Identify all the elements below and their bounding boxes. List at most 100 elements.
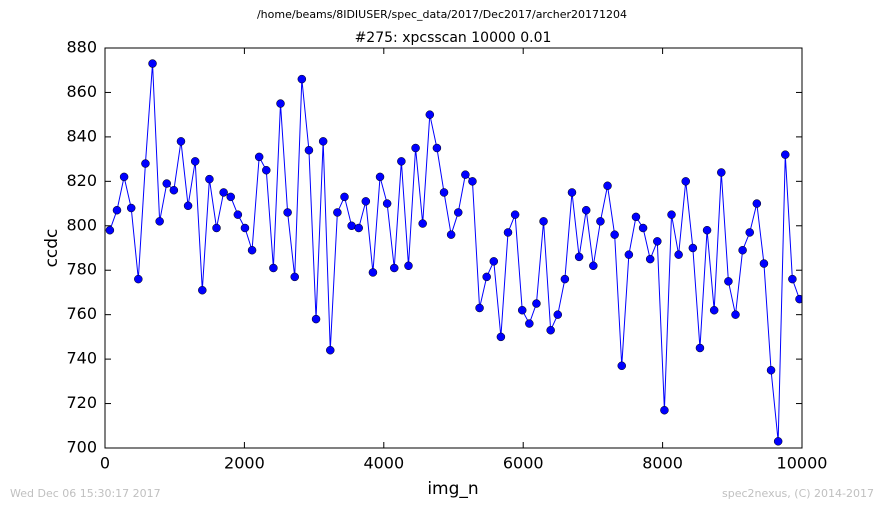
marker: [354, 223, 363, 233]
x-tick-label: 8000: [642, 454, 683, 473]
marker: [411, 143, 420, 153]
marker: [766, 365, 776, 375]
marker: [759, 259, 769, 268]
marker: [446, 230, 456, 239]
x-tick-label: 2000: [224, 454, 265, 473]
marker: [162, 179, 172, 188]
marker: [574, 252, 584, 262]
marker: [269, 263, 278, 273]
y-tick-label: 800: [66, 215, 97, 234]
marker: [361, 197, 371, 206]
marker: [596, 217, 605, 226]
marker: [624, 250, 634, 259]
marker: [212, 223, 221, 233]
marker: [738, 245, 747, 255]
marker: [119, 172, 129, 182]
marker: [233, 210, 243, 219]
marker: [695, 343, 705, 353]
marker: [489, 257, 499, 266]
marker: [688, 243, 698, 253]
marker: [553, 310, 563, 319]
marker: [254, 152, 264, 162]
marker: [219, 188, 228, 197]
marker: [709, 305, 719, 315]
marker: [418, 219, 427, 228]
y-tick-label: 760: [66, 304, 97, 323]
marker: [105, 225, 115, 235]
marker: [525, 319, 534, 328]
marker: [603, 181, 612, 191]
x-axis-label: img_n: [427, 479, 478, 499]
marker: [247, 245, 257, 255]
marker: [781, 150, 790, 159]
marker: [482, 272, 491, 282]
marker: [717, 168, 726, 177]
y-tick-label: 820: [66, 171, 97, 190]
marker: [169, 185, 179, 195]
marker: [397, 157, 406, 166]
marker: [205, 174, 214, 184]
marker: [581, 205, 591, 215]
marker: [134, 274, 143, 284]
x-tick-label: 4000: [363, 454, 404, 473]
marker: [475, 303, 484, 313]
footer-left: Wed Dec 06 15:30:17 2017: [10, 487, 161, 500]
chart-title: #275: xpcsscan 10000 0.01: [355, 30, 552, 46]
marker: [425, 110, 435, 119]
marker: [432, 143, 442, 153]
marker: [375, 172, 385, 182]
marker: [510, 210, 520, 219]
marker: [674, 250, 683, 259]
marker: [276, 99, 285, 108]
marker: [773, 437, 783, 446]
y-tick-label: 860: [66, 82, 97, 101]
marker: [517, 305, 527, 315]
marker: [326, 345, 335, 355]
marker: [461, 170, 470, 179]
y-axis-label: ccdc: [42, 229, 62, 268]
y-tick-label: 840: [66, 126, 97, 145]
marker: [304, 145, 314, 155]
marker: [617, 361, 627, 371]
marker: [190, 157, 200, 166]
marker: [752, 199, 762, 208]
marker: [645, 254, 655, 264]
marker: [283, 208, 292, 217]
marker: [532, 299, 541, 308]
y-tick-label: 780: [66, 260, 97, 279]
marker: [148, 59, 157, 68]
footer-right: spec2nexus, (C) 2014-2017: [722, 487, 874, 500]
marker: [439, 188, 449, 197]
plot-area: [105, 59, 802, 446]
marker: [503, 228, 513, 237]
marker: [176, 137, 186, 146]
marker: [340, 192, 349, 202]
y-tick-label: 720: [66, 393, 97, 412]
marker: [496, 332, 506, 342]
marker: [262, 165, 271, 175]
marker: [631, 212, 641, 222]
marker: [390, 263, 399, 273]
y-tick-label: 740: [66, 349, 97, 368]
suptitle: /home/beams/8IDIUSER/spec_data/2017/Dec2…: [257, 8, 627, 21]
marker: [404, 261, 413, 271]
marker: [667, 210, 676, 219]
marker: [126, 203, 136, 213]
marker: [333, 208, 342, 217]
marker: [653, 237, 662, 246]
marker: [724, 277, 733, 286]
marker: [610, 230, 619, 239]
plot-frame: [104, 47, 803, 449]
marker: [290, 272, 299, 282]
marker: [638, 223, 648, 233]
marker: [567, 188, 577, 197]
marker: [368, 268, 378, 277]
marker: [183, 201, 193, 211]
marker: [240, 223, 250, 233]
marker: [155, 217, 164, 226]
marker: [560, 274, 570, 284]
marker: [112, 205, 122, 215]
marker: [226, 192, 235, 202]
marker: [141, 159, 150, 168]
